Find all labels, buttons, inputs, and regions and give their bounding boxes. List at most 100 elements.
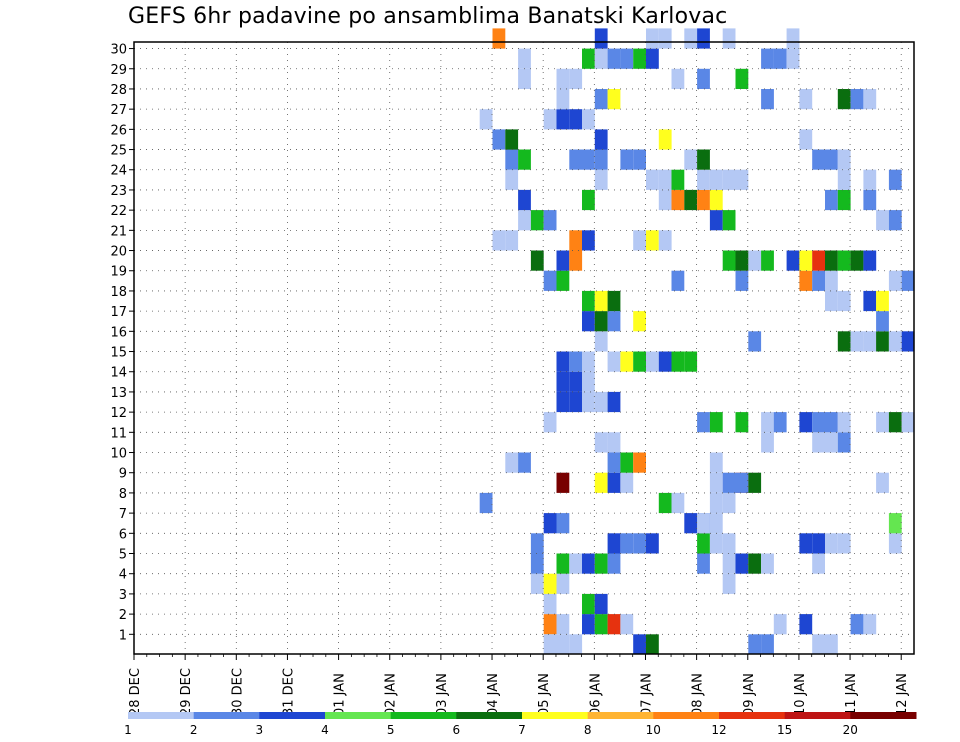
- heatmap-cell: [646, 351, 659, 372]
- heatmap-cell: [876, 290, 889, 312]
- heatmap-cell: [646, 533, 659, 554]
- heatmap-cell: [594, 48, 608, 69]
- heatmap-cell: [569, 634, 583, 655]
- y-tick-label: 21: [110, 224, 127, 239]
- heatmap-cell: [671, 189, 685, 211]
- y-tick-label: 8: [119, 487, 127, 502]
- heatmap-cell: [888, 412, 902, 433]
- x-tick-label: 08 JAN: [691, 673, 706, 716]
- heatmap-cell: [825, 149, 838, 170]
- heatmap-cell: [607, 48, 621, 69]
- heatmap-cell: [863, 189, 877, 211]
- heatmap-cell: [748, 634, 762, 655]
- heatmap-cell: [876, 412, 889, 433]
- legend-label: 6: [452, 723, 460, 737]
- heatmap-cell: [582, 189, 595, 211]
- heatmap-cell: [876, 210, 889, 231]
- heatmap-cell: [901, 270, 915, 291]
- heatmap-cell: [863, 89, 877, 110]
- heatmap-cell: [684, 149, 698, 170]
- heatmap-cell: [518, 452, 531, 473]
- heatmap-cell: [658, 129, 672, 150]
- heatmap-cell: [607, 351, 621, 372]
- heatmap-cell: [863, 290, 877, 312]
- heatmap-cell: [569, 553, 583, 574]
- heatmap-cell: [530, 210, 544, 231]
- heatmap-cell: [697, 149, 710, 170]
- heatmap-cell: [505, 149, 519, 170]
- heatmap-cell: [556, 391, 570, 413]
- heatmap-cell: [799, 533, 813, 554]
- heatmap-cell: [684, 351, 698, 372]
- heatmap-cell: [607, 432, 621, 453]
- y-tick-label: 16: [110, 325, 127, 340]
- heatmap-cell: [556, 371, 570, 392]
- heatmap-cell: [594, 149, 608, 170]
- y-tick-label: 20: [110, 245, 127, 260]
- heatmap-cell: [825, 290, 838, 312]
- heatmap-cell: [594, 169, 608, 190]
- heatmap-cell: [850, 331, 864, 352]
- heatmap-cell: [569, 149, 583, 170]
- heatmap-cell: [761, 553, 774, 574]
- heatmap-cell: [850, 614, 864, 635]
- heatmap-cell: [556, 68, 570, 89]
- heatmap-cell: [722, 210, 736, 231]
- heatmap-cell: [761, 432, 774, 453]
- plot-frame: [133, 41, 915, 655]
- heatmap-cell: [594, 290, 608, 312]
- heatmap-cell: [646, 230, 659, 251]
- heatmap-cell: [607, 472, 621, 493]
- y-tick-label: 4: [119, 568, 127, 583]
- heatmap-cell: [582, 553, 595, 574]
- heatmap-cell: [825, 189, 838, 211]
- legend-label: 3: [255, 723, 263, 737]
- heatmap-cell: [594, 28, 608, 49]
- legend-label: 1: [124, 723, 132, 737]
- y-tick-label: 18: [110, 285, 127, 300]
- y-tick-label: 9: [119, 467, 127, 482]
- heatmap-cell: [658, 28, 672, 49]
- heatmap-cell: [761, 634, 774, 655]
- x-axis: 28 DEC 29 DEC 30 DEC 31 DEC 01 JAN 02 JAN 03 J…: [128, 654, 910, 716]
- heatmap-cell: [812, 412, 825, 433]
- heatmap-cell: [837, 250, 851, 271]
- y-tick-label: 30: [110, 43, 127, 58]
- heatmap-cell: [594, 89, 608, 110]
- heatmap-cell: [594, 432, 608, 453]
- heatmap-cell: [582, 614, 595, 635]
- heatmap-cell: [901, 412, 915, 433]
- heatmap-cell: [569, 391, 583, 413]
- legend-label: 5: [387, 723, 395, 737]
- heatmap-cell: [812, 634, 825, 655]
- heatmap-cell: [530, 573, 544, 594]
- heatmap-cell: [556, 270, 570, 291]
- legend-label: 10: [646, 723, 661, 737]
- x-tick-label: 06 JAN: [588, 673, 603, 716]
- heatmap-cell: [888, 533, 902, 554]
- legend-label: 20: [843, 723, 858, 737]
- legend-label: 15: [777, 723, 792, 737]
- heatmap-cell: [633, 48, 646, 69]
- heatmap-cell: [543, 513, 557, 534]
- y-tick-label: 6: [119, 527, 127, 542]
- heatmap-cell: [722, 169, 736, 190]
- heatmap-cell: [850, 89, 864, 110]
- heatmap-cell: [492, 230, 506, 251]
- heatmap-cell: [748, 472, 762, 493]
- heatmap-cell: [773, 48, 787, 69]
- heatmap-cell: [837, 533, 851, 554]
- heatmap-cell: [684, 28, 698, 49]
- y-tick-label: 12: [110, 406, 127, 421]
- heatmap-cell: [543, 614, 557, 635]
- heatmap-cell: [582, 109, 595, 130]
- heatmap-cell: [786, 28, 800, 49]
- heatmap-cell: [607, 553, 621, 574]
- heatmap-cell: [837, 89, 851, 110]
- heatmap-cell: [543, 573, 557, 594]
- heatmap-cell: [671, 169, 685, 190]
- legend-swatch: [390, 712, 457, 719]
- cells-layer: [479, 28, 915, 655]
- legend-label: 4: [321, 723, 329, 737]
